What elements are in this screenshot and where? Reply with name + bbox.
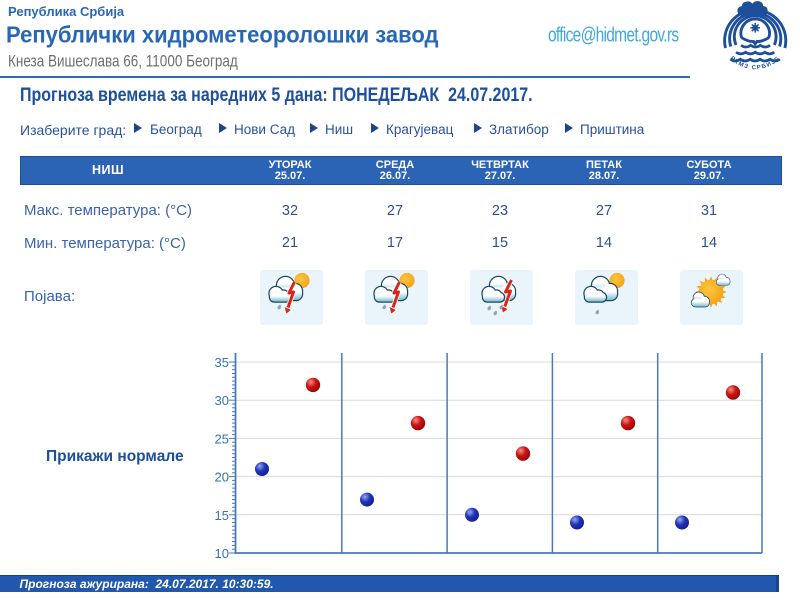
svg-text:35: 35 (215, 355, 229, 370)
svg-text:10: 10 (215, 546, 229, 561)
svg-text:15: 15 (215, 508, 229, 523)
svg-text:30: 30 (215, 393, 229, 408)
svg-text:25: 25 (215, 431, 229, 446)
svg-text:20: 20 (215, 470, 229, 485)
svg-text:РХМЗ СРБИЈЕ: РХМЗ СРБИЈЕ (729, 56, 782, 72)
